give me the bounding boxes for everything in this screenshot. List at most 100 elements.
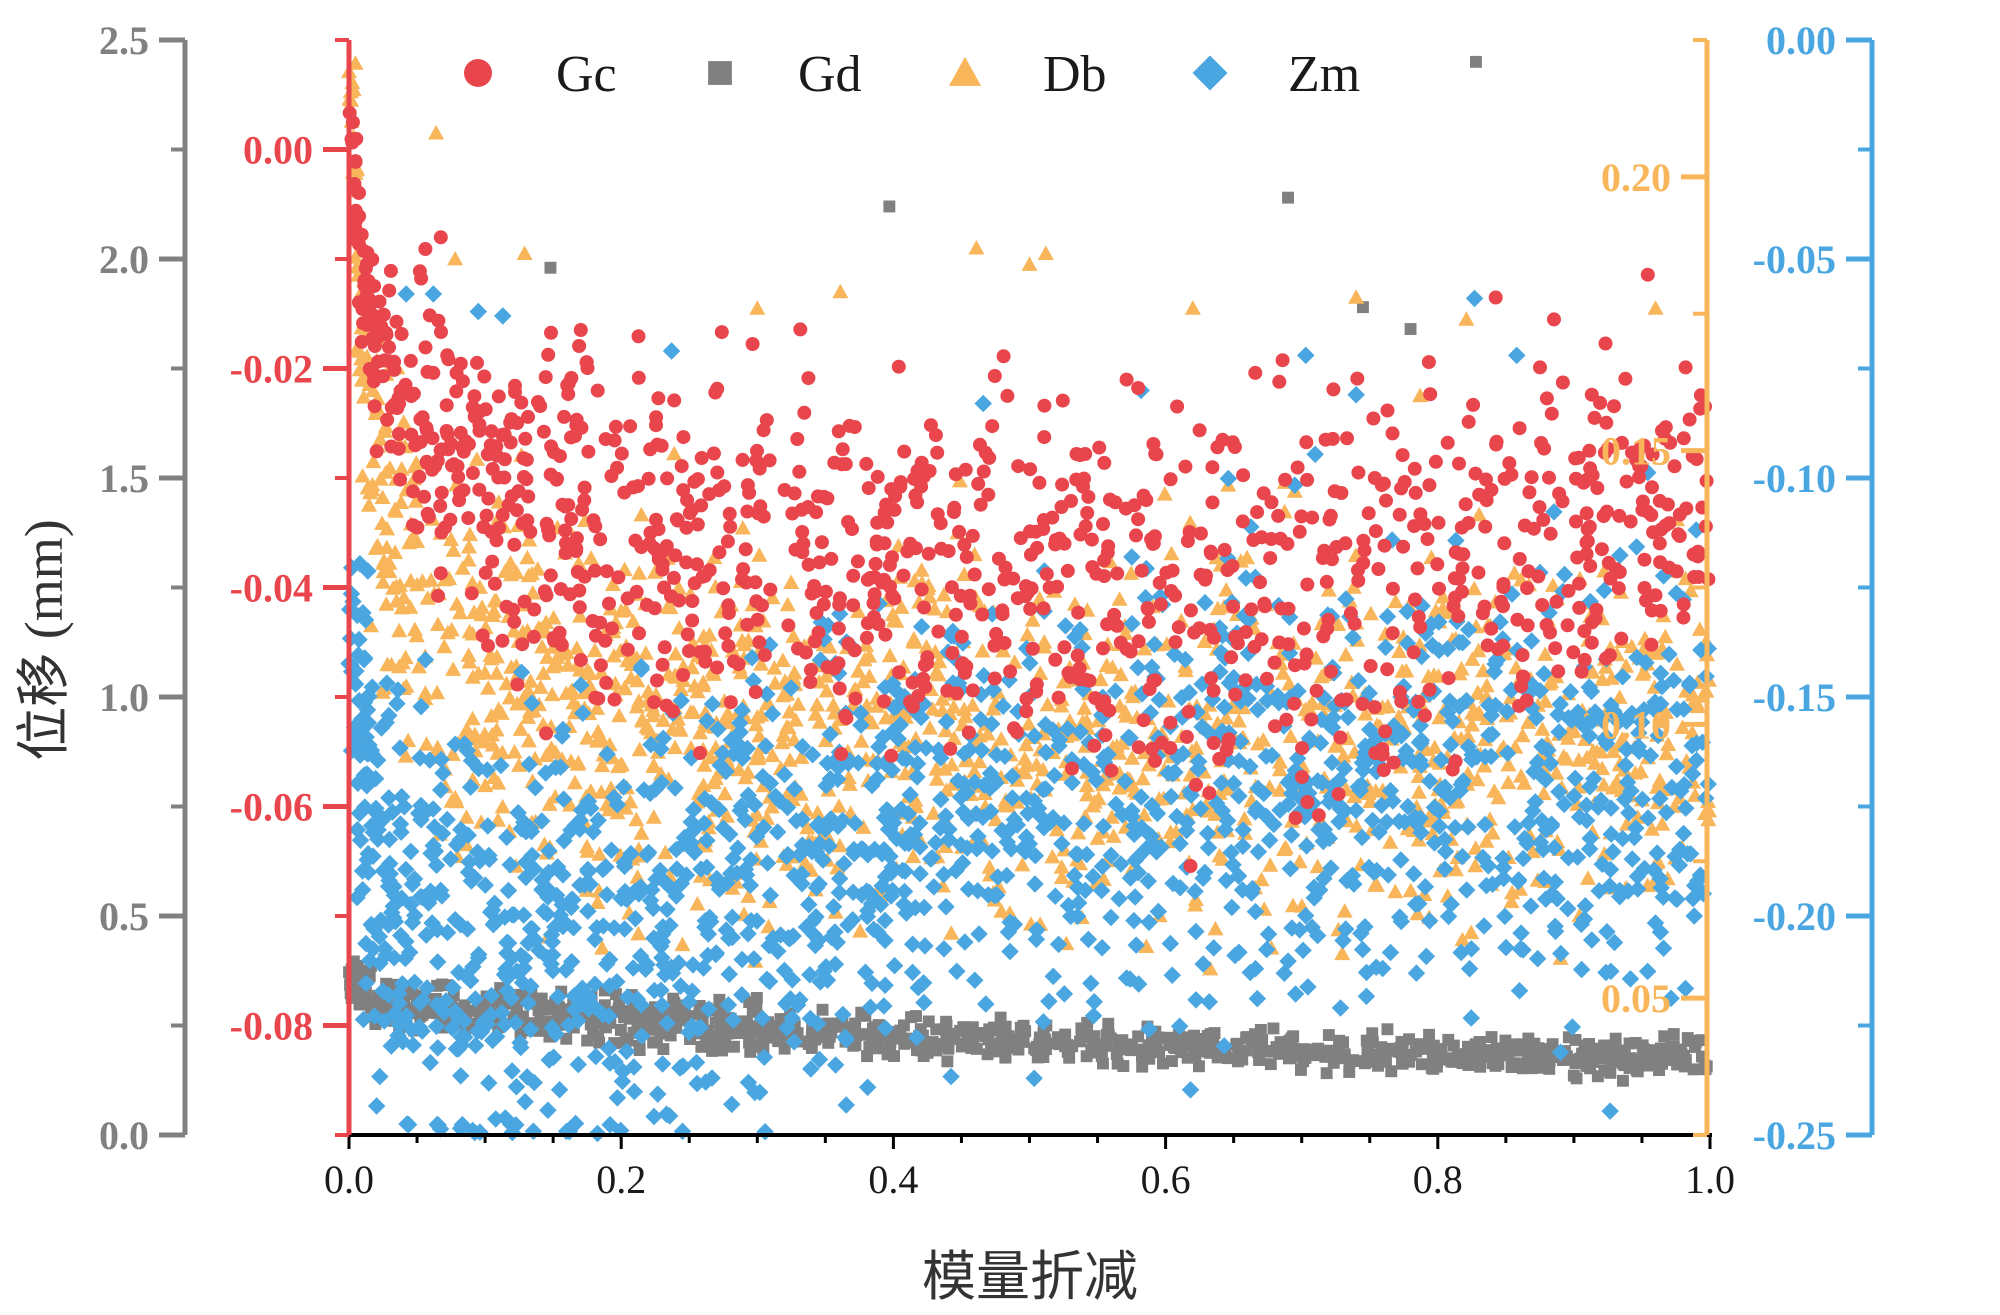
data-point: [545, 1001, 558, 1014]
data-point: [1192, 800, 1210, 818]
data-point: [738, 542, 753, 557]
data-point-outlier: [1404, 323, 1417, 335]
data-point: [501, 856, 519, 874]
data-point: [1034, 780, 1052, 799]
data-point: [829, 859, 846, 875]
data-point: [809, 1014, 827, 1033]
data-point: [1520, 618, 1535, 633]
data-point: [1652, 536, 1667, 551]
data-point: [608, 1089, 627, 1107]
data-point: [1106, 682, 1125, 700]
data-point: [1299, 647, 1314, 662]
data-point: [1048, 821, 1065, 837]
data-point: [1061, 1039, 1074, 1051]
data-point: [1543, 526, 1558, 541]
data-point: [1496, 907, 1514, 926]
data-point: [753, 1009, 772, 1028]
data-point: [766, 787, 785, 806]
data-point: [914, 582, 929, 597]
data-point: [916, 937, 934, 955]
data-point: [1168, 635, 1183, 650]
data-point: [553, 449, 567, 464]
data-point: [372, 471, 389, 486]
data-point: [1541, 676, 1558, 691]
data-point: [793, 875, 811, 893]
data-point: [1182, 525, 1197, 540]
data-point: [1037, 1028, 1050, 1040]
data-point: [1036, 601, 1051, 616]
data-point: [494, 982, 507, 994]
data-point: [834, 1005, 852, 1024]
data-point: [1256, 1034, 1269, 1046]
data-point: [1026, 846, 1044, 865]
data-point: [1320, 582, 1337, 597]
data-point: [1387, 883, 1404, 899]
data-point: [1395, 813, 1414, 831]
data-point: [887, 829, 906, 848]
data-point: [1693, 388, 1708, 403]
data-point: [498, 933, 516, 952]
data-point: [379, 656, 396, 672]
data-point: [779, 845, 797, 864]
data-point: [921, 546, 936, 561]
data-point: [1125, 911, 1143, 930]
data-point: [617, 1042, 636, 1061]
data-point: [464, 710, 481, 726]
series-zm: [340, 285, 1717, 1143]
data-point: [1205, 460, 1220, 475]
data-point: [807, 878, 826, 897]
data-point: [908, 754, 927, 773]
data-point: [1356, 918, 1374, 936]
data-point: [521, 920, 540, 938]
data-point: [1193, 718, 1211, 736]
data-point: [1334, 931, 1352, 950]
data-point: [995, 603, 1010, 618]
data-point: [1555, 565, 1574, 584]
data-point: [1395, 1035, 1408, 1048]
data-point: [1508, 641, 1526, 660]
data-point: [1353, 828, 1371, 847]
data-point: [462, 752, 481, 770]
data-point: [565, 694, 582, 710]
data-point: [1256, 486, 1271, 501]
data-point: [647, 541, 662, 556]
data-point: [1512, 552, 1527, 566]
data-point: [1490, 789, 1507, 805]
data-point: [433, 230, 448, 245]
data-point: [1023, 601, 1038, 616]
data-point: [516, 1093, 534, 1111]
data-point: [598, 633, 613, 648]
data-point: [1044, 967, 1062, 986]
data-point: [1249, 779, 1267, 798]
data-point: [845, 1023, 857, 1036]
data-point: [1460, 728, 1477, 743]
data-point: [569, 412, 584, 427]
data-point: [1136, 744, 1153, 760]
data-point: [508, 378, 522, 393]
data-point: [705, 666, 722, 681]
data-point: [1118, 708, 1135, 723]
data-point-outlier: [1647, 300, 1664, 315]
data-point: [989, 626, 1004, 641]
data-point: [533, 871, 551, 889]
data-point: [993, 731, 1010, 746]
data-point: [1297, 837, 1316, 855]
data-point: [1234, 1052, 1247, 1065]
data-point: [1139, 872, 1157, 890]
data-point: [745, 795, 764, 814]
data-point: [446, 735, 464, 753]
data-point: [1241, 757, 1259, 776]
data-point: [1468, 466, 1483, 481]
data-point: [1648, 1047, 1661, 1060]
data-point: [894, 1024, 907, 1037]
data-point: [814, 535, 829, 550]
data-point: [1159, 764, 1177, 782]
data-point: [1329, 738, 1346, 753]
data-point: [614, 1062, 632, 1081]
data-point: [1461, 414, 1476, 429]
data-point: [1117, 969, 1136, 987]
data-point: [1028, 756, 1045, 772]
data-point: [1143, 796, 1161, 815]
data-point: [495, 508, 510, 522]
data-point: [793, 737, 812, 756]
